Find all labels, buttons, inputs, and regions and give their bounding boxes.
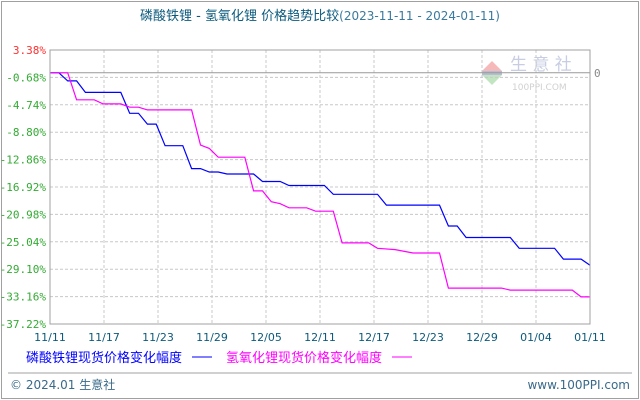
x-tick-label: 12/11 [304, 331, 336, 344]
chart-title: 磷酸铁锂 - 氢氧化锂 价格趋势比较(2023-11-11 - 2024-01-… [140, 8, 500, 24]
x-tick-label: 11/23 [142, 331, 174, 344]
x-tick-label: 12/17 [358, 331, 390, 344]
footer-copyright: © 2024.01 生意社 [10, 377, 115, 392]
x-tick-label: 12/05 [250, 331, 282, 344]
y-tick-label: 3.38% [13, 44, 46, 57]
y-tick-label: -37.22% [0, 318, 46, 331]
x-tick-label: 11/11 [34, 331, 66, 344]
x-tick-label: 11/29 [196, 331, 228, 344]
y-tick-label: -16.92% [0, 181, 46, 194]
plot-frame [49, 49, 591, 325]
y-tick-label: -33.16% [0, 291, 46, 304]
footer-url[interactable]: www.100PPI.com [527, 378, 630, 392]
watermark-site: 100PPI.COM [512, 83, 567, 93]
date-range: (2023-11-11 - 2024-01-11) [339, 9, 500, 23]
y-tick-label: -8.80% [6, 126, 46, 139]
x-tick-label: 11/17 [88, 331, 120, 344]
y-tick-label: -29.10% [0, 263, 46, 276]
legend-label-lioh: 氢氧化锂现货价格变化幅度 [226, 350, 382, 366]
y-tick-label: -0.68% [6, 71, 46, 84]
legend-label-lfp: 磷酸铁锂现货价格变化幅度 [26, 350, 182, 366]
legend: 磷酸铁锂现货价格变化幅度 氢氧化锂现货价格变化幅度 [26, 350, 412, 366]
y-tick-label: -25.04% [0, 236, 46, 249]
zero-label: 0 [594, 67, 601, 80]
y-tick-label: -12.86% [0, 154, 46, 167]
x-tick-label: 12/23 [412, 331, 444, 344]
y-tick-label: -4.74% [6, 99, 46, 112]
watermark-brand: 生 意 社 [510, 55, 572, 75]
x-tick-label: 01/11 [574, 331, 606, 344]
y-tick-label: -20.98% [0, 208, 46, 221]
x-tick-label: 12/29 [466, 331, 498, 344]
series-line-1 [50, 72, 590, 298]
title-text: 磷酸铁锂 - 氢氧化锂 价格趋势比较 [140, 8, 339, 24]
x-tick-label: 01/04 [520, 331, 552, 344]
